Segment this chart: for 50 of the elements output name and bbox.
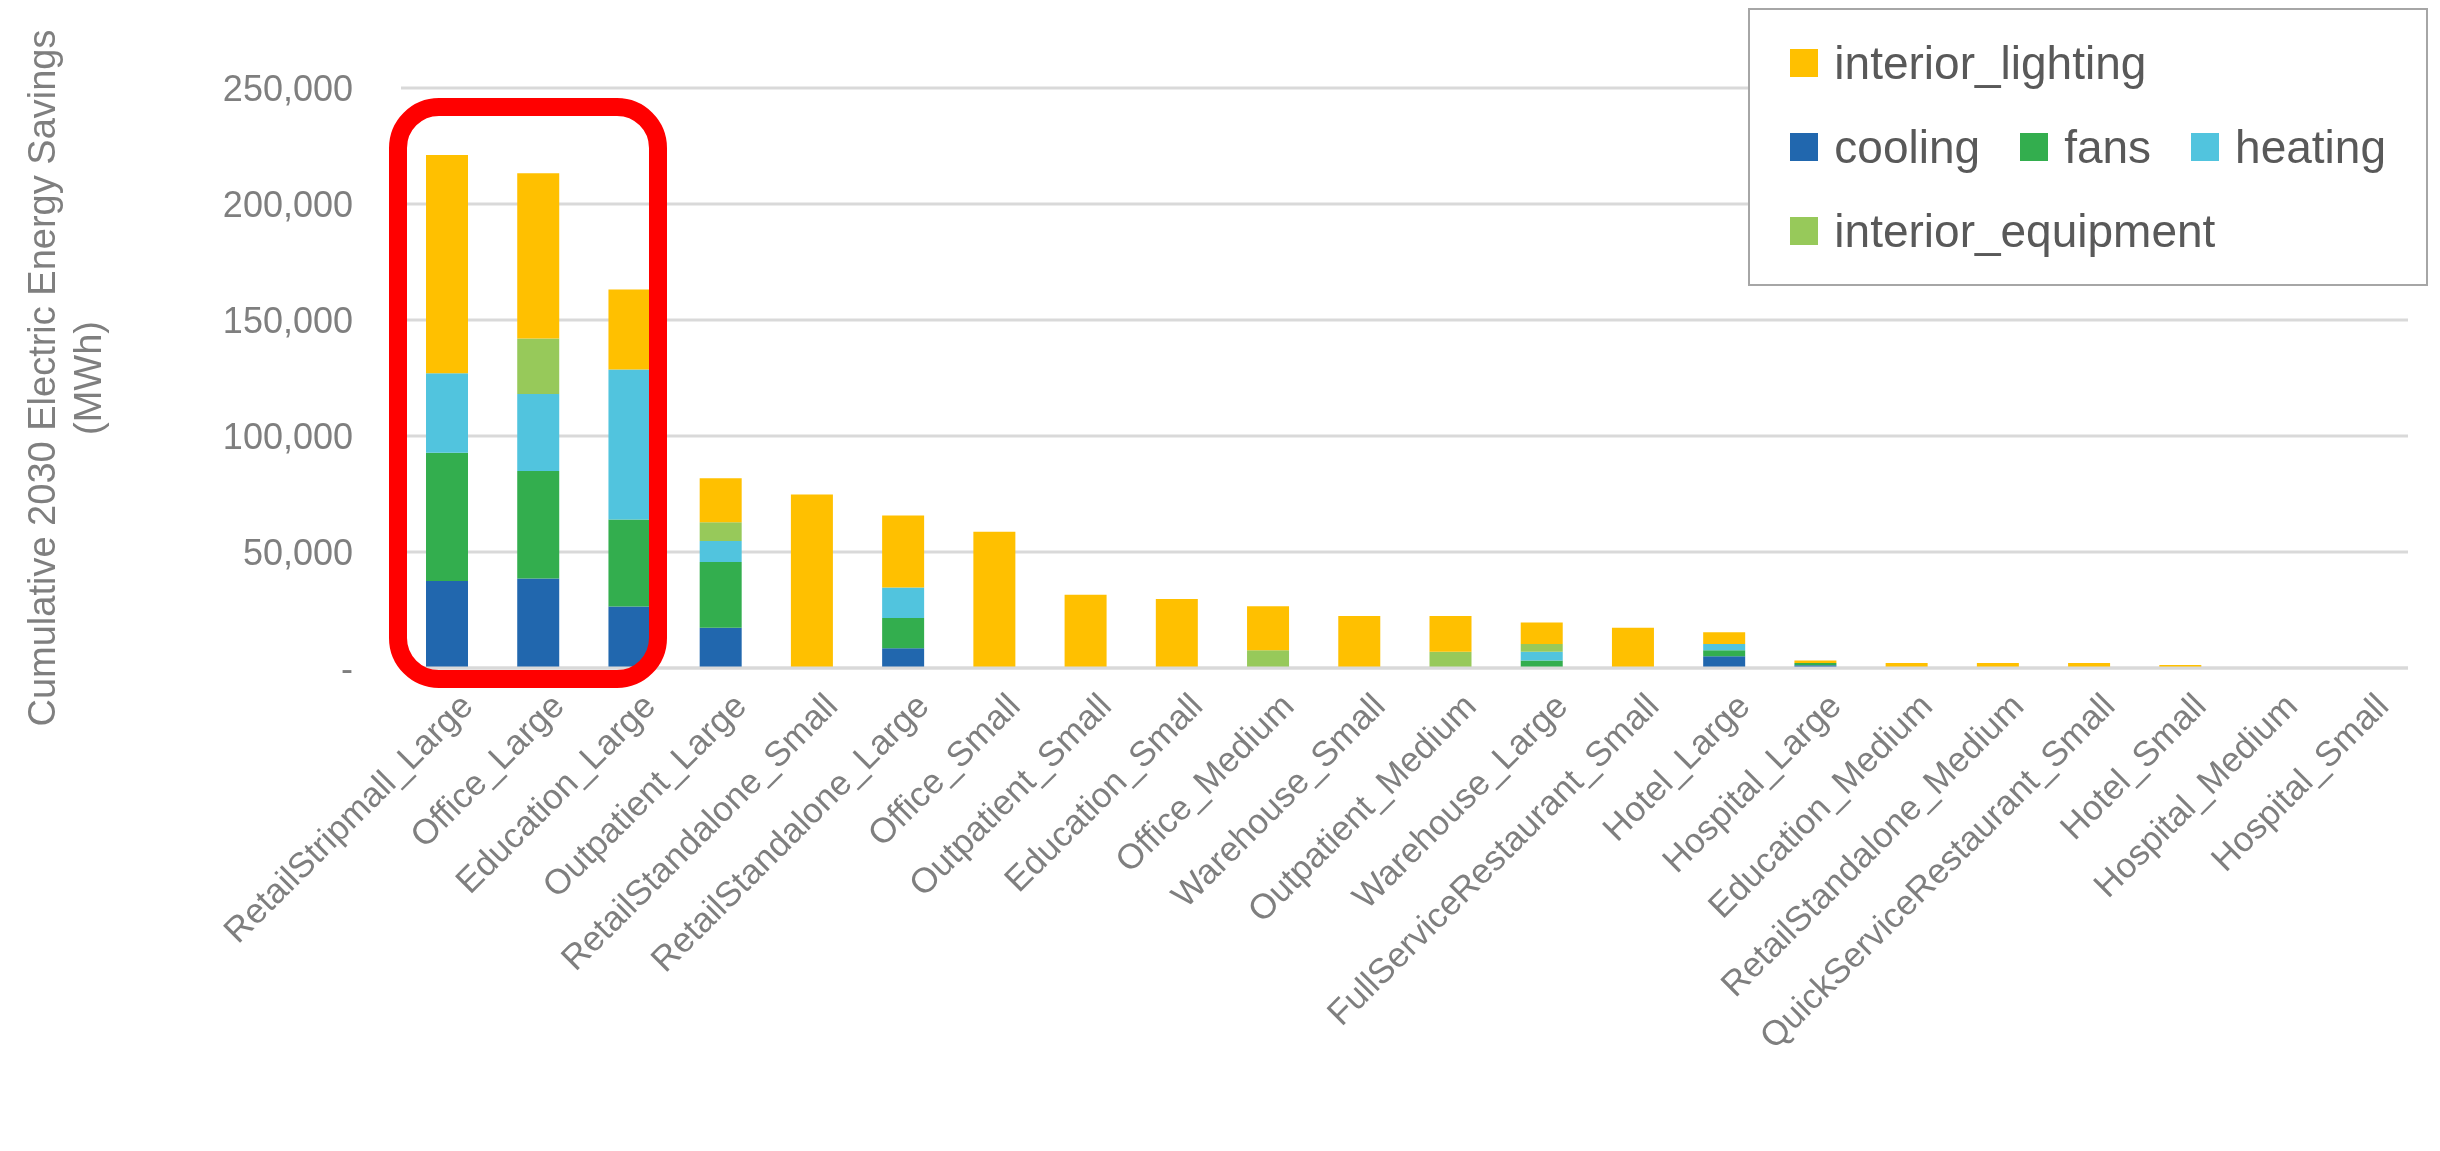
bar	[1703, 650, 1746, 657]
bar	[608, 519, 651, 607]
y-tick-label: 50,000	[242, 531, 353, 573]
bar	[608, 289, 651, 370]
legend-label: heating	[2235, 120, 2386, 174]
bar	[1611, 627, 1654, 668]
bar	[882, 515, 925, 588]
bar	[1429, 651, 1472, 668]
bar	[426, 581, 468, 668]
bar	[608, 369, 651, 520]
bar	[699, 522, 742, 542]
y-tick-label: 200,000	[222, 183, 353, 225]
bar	[1703, 656, 1746, 668]
bar	[790, 494, 833, 668]
bar	[1520, 644, 1563, 652]
y-tick-label: -	[341, 647, 353, 689]
y-axis-title: Cumulative 2030 Electric Energy Savings (MWh)	[20, 28, 110, 729]
legend-label: fans	[2064, 120, 2152, 174]
bar	[699, 561, 742, 628]
bar	[1703, 632, 1746, 645]
bar	[699, 478, 742, 523]
bar	[517, 578, 560, 668]
bar	[1247, 650, 1290, 668]
bar	[1247, 606, 1290, 651]
bar	[426, 155, 468, 374]
legend-label: interior_equipment	[1834, 204, 2216, 258]
bar	[973, 531, 1016, 668]
bar	[517, 471, 560, 579]
bar	[699, 541, 742, 562]
bar	[1520, 651, 1563, 661]
legend-label: interior_lighting	[1834, 36, 2147, 90]
bar	[517, 338, 560, 395]
bar	[882, 587, 925, 619]
y-tick-label: 100,000	[222, 415, 353, 457]
bar	[882, 648, 925, 668]
bar	[426, 373, 468, 453]
bar	[882, 618, 925, 649]
bar	[426, 452, 468, 581]
bar	[1338, 616, 1381, 668]
bar	[1155, 599, 1198, 668]
bar	[517, 173, 560, 339]
bar	[1520, 622, 1563, 645]
bar	[1064, 594, 1107, 668]
y-tick-label: 150,000	[222, 299, 353, 341]
legend-label: cooling	[1834, 120, 1981, 174]
bar	[1429, 616, 1472, 652]
y-tick-label: 250,000	[222, 67, 353, 109]
bar	[699, 627, 742, 668]
bar	[517, 394, 560, 472]
bar	[1703, 644, 1746, 651]
